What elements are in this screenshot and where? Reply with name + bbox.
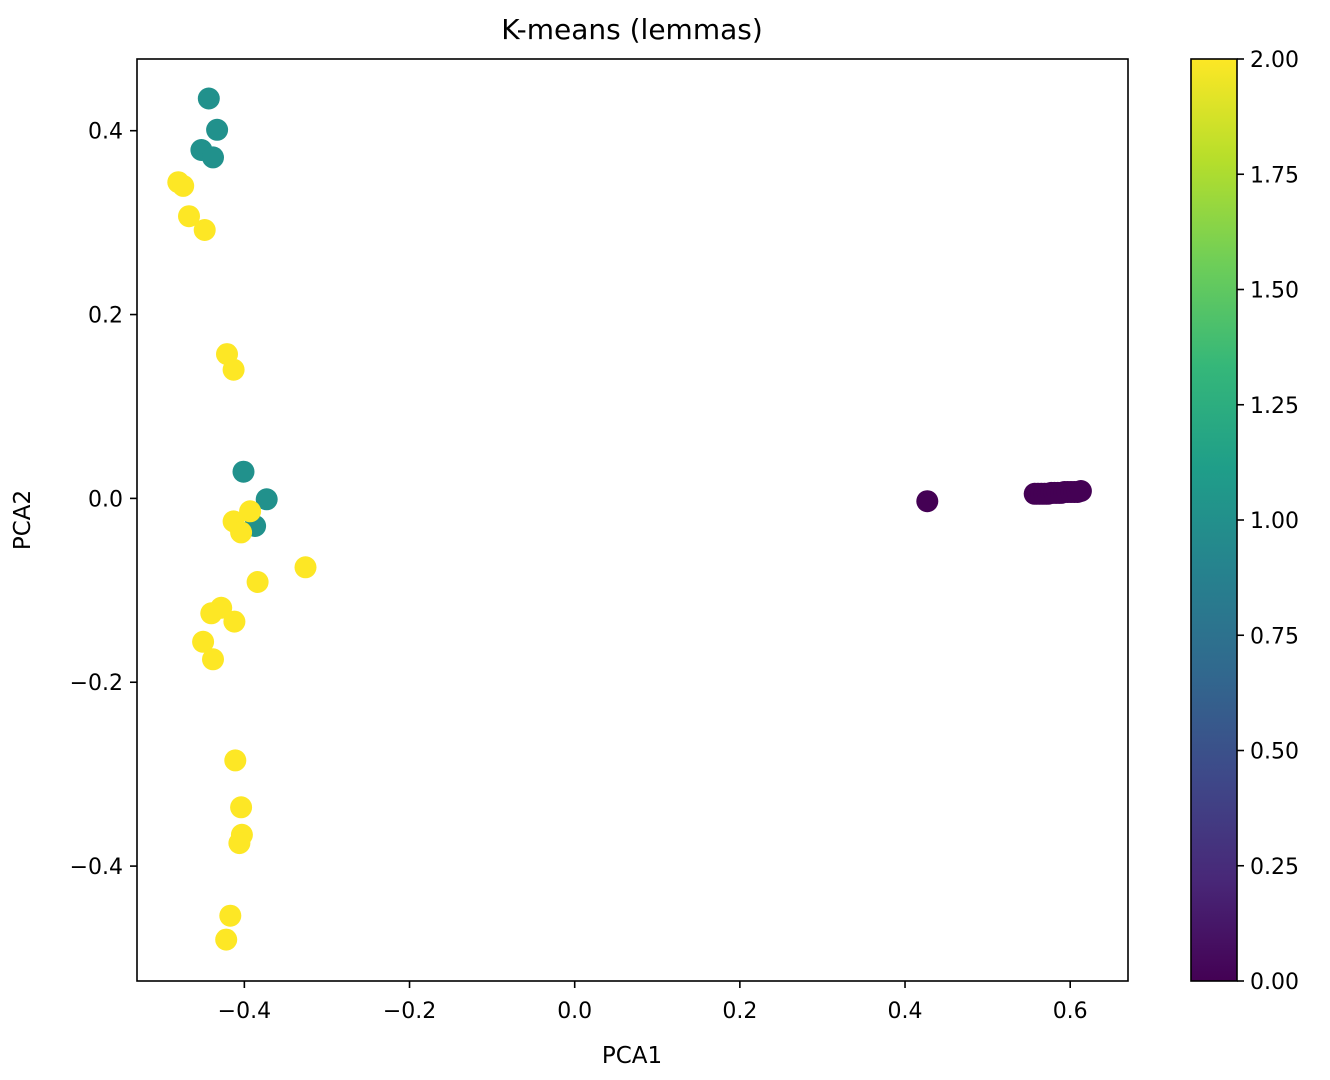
- plot-frame: [136, 58, 1129, 982]
- data-point-cluster-2: [230, 796, 253, 819]
- y-tick-label: −0.4: [70, 855, 123, 880]
- colorbar-tick-label: 2.00: [1250, 48, 1299, 73]
- y-tick-label: 0.4: [88, 120, 123, 145]
- data-point-cluster-1: [202, 146, 224, 169]
- data-point-cluster-2: [192, 630, 215, 653]
- colorbar: [1191, 59, 1237, 981]
- x-axis-ticks: −0.4 −0.2 0.0 0.2 0.4 0.6: [218, 981, 1088, 1024]
- x-tick-label: −0.2: [383, 999, 436, 1024]
- colorbar-ticks: 0.00 0.25 0.50 0.75 1.00 1.25 1.50 1.75 2.00: [1237, 48, 1299, 995]
- data-point-cluster-1: [197, 87, 220, 110]
- y-tick-label: 0.0: [88, 487, 123, 512]
- data-point-cluster-1: [206, 118, 229, 141]
- colorbar-tick-label: 0.50: [1250, 740, 1299, 765]
- y-tick-label: −0.2: [70, 671, 123, 696]
- data-point-cluster-2: [193, 219, 216, 241]
- data-point-cluster-2: [202, 648, 224, 671]
- x-tick-label: −0.4: [218, 999, 271, 1024]
- data-point-cluster-0: [1069, 480, 1092, 502]
- x-tick-label: 0.4: [888, 999, 923, 1024]
- y-tick-label: 0.2: [88, 304, 123, 329]
- x-axis-label: PCA1: [602, 1043, 662, 1069]
- data-point-cluster-2: [230, 521, 253, 544]
- x-tick-label: 0.6: [1053, 999, 1088, 1024]
- colorbar-tick-label: 0.25: [1250, 855, 1299, 880]
- data-point-cluster-2: [223, 610, 246, 633]
- data-point-cluster-1: [232, 460, 255, 483]
- colorbar-tick-label: 1.75: [1250, 163, 1299, 188]
- data-point-cluster-2: [246, 571, 269, 593]
- chart-title: K-means (lemmas): [501, 13, 763, 46]
- data-point-cluster-1: [255, 488, 278, 511]
- data-point-cluster-2: [219, 904, 242, 927]
- data-point-cluster-2: [228, 832, 251, 855]
- x-tick-label: 0.2: [722, 999, 757, 1024]
- colorbar-tick-label: 1.25: [1250, 394, 1299, 419]
- colorbar-tick-label: 0.75: [1250, 624, 1299, 649]
- colorbar-tick-label: 1.00: [1250, 509, 1299, 534]
- data-point-cluster-2: [239, 500, 262, 523]
- x-tick-label: 0.0: [557, 999, 592, 1024]
- y-axis-ticks: −0.4 −0.2 0.0 0.2 0.4: [70, 120, 137, 880]
- colorbar-tick-label: 1.50: [1250, 279, 1299, 304]
- data-point-cluster-2: [294, 556, 317, 579]
- data-point-cluster-2: [222, 358, 245, 381]
- data-point-cluster-2: [178, 205, 200, 228]
- data-point-cluster-2: [224, 749, 247, 772]
- data-point-cluster-0: [916, 490, 939, 513]
- data-points: [167, 87, 1092, 951]
- colorbar-tick-label: 0.00: [1250, 970, 1299, 995]
- y-axis-label: PCA2: [10, 490, 36, 550]
- data-point-cluster-2: [172, 174, 195, 197]
- data-point-cluster-2: [215, 928, 238, 951]
- data-point-cluster-2: [210, 596, 233, 619]
